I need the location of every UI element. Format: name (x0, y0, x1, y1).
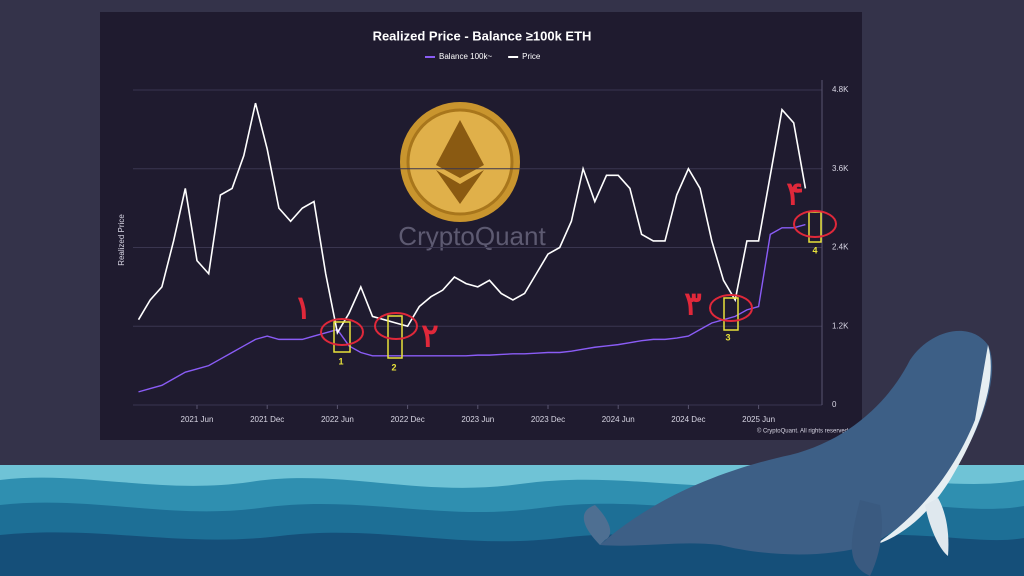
y-tick-label: 0 (832, 400, 837, 409)
x-tick-label: 2023 Dec (531, 415, 565, 424)
annotation-number: ۳ (684, 285, 701, 321)
y-tick-label: 2.4K (832, 243, 849, 252)
legend-label: Balance 100k~ (439, 52, 492, 61)
copyright: © CryptoQuant. All rights reserved (757, 428, 848, 435)
highlight-box (723, 297, 739, 331)
y-tick-label: 4.8K (832, 85, 849, 94)
watermark: CryptoQuant (398, 221, 546, 251)
x-tick-label: 2024 Dec (671, 415, 705, 424)
box-label: 2 (391, 362, 396, 372)
box-label: 1 (338, 356, 343, 366)
x-tick-label: 2021 Dec (250, 415, 284, 424)
x-tick-label: 2021 Jun (181, 415, 214, 424)
highlight-ellipse (793, 210, 837, 238)
highlight-box (333, 321, 351, 353)
annotation-number: ۱ (294, 289, 311, 325)
annotation-number: ۴ (786, 175, 803, 211)
line-series (137, 102, 807, 336)
highlight-ellipse (374, 312, 418, 340)
x-tick-label: 2022 Dec (390, 415, 424, 424)
y-tick-label: 1.2K (832, 321, 849, 330)
highlight-ellipse (709, 294, 753, 322)
x-tick-label: 2022 Jun (321, 415, 354, 424)
chart-card (100, 12, 862, 440)
line-series (138, 223, 806, 393)
highlight-ellipse (320, 318, 364, 346)
x-tick-label: 2024 Jun (602, 415, 635, 424)
ethereum-coin (400, 102, 520, 222)
x-tick-label: 2023 Jun (461, 415, 494, 424)
legend-label: Price (522, 52, 541, 61)
x-tick-label: 2025 Jun (742, 415, 775, 424)
box-label: 3 (725, 332, 730, 342)
y-axis-label: Realized Price (117, 214, 126, 266)
highlight-box (387, 315, 403, 359)
annotation-number: ۲ (421, 317, 438, 353)
box-label: 4 (812, 245, 817, 255)
plot: 0 1.2K 2.4K 3.6K 4.8K 2021 Jun 2021 Dec 2022 Ju… (133, 52, 849, 424)
chart-title: Realized Price - Balance ≥100k ETH (373, 28, 592, 43)
y-tick-label: 3.6K (832, 164, 849, 173)
whale (583, 330, 993, 576)
